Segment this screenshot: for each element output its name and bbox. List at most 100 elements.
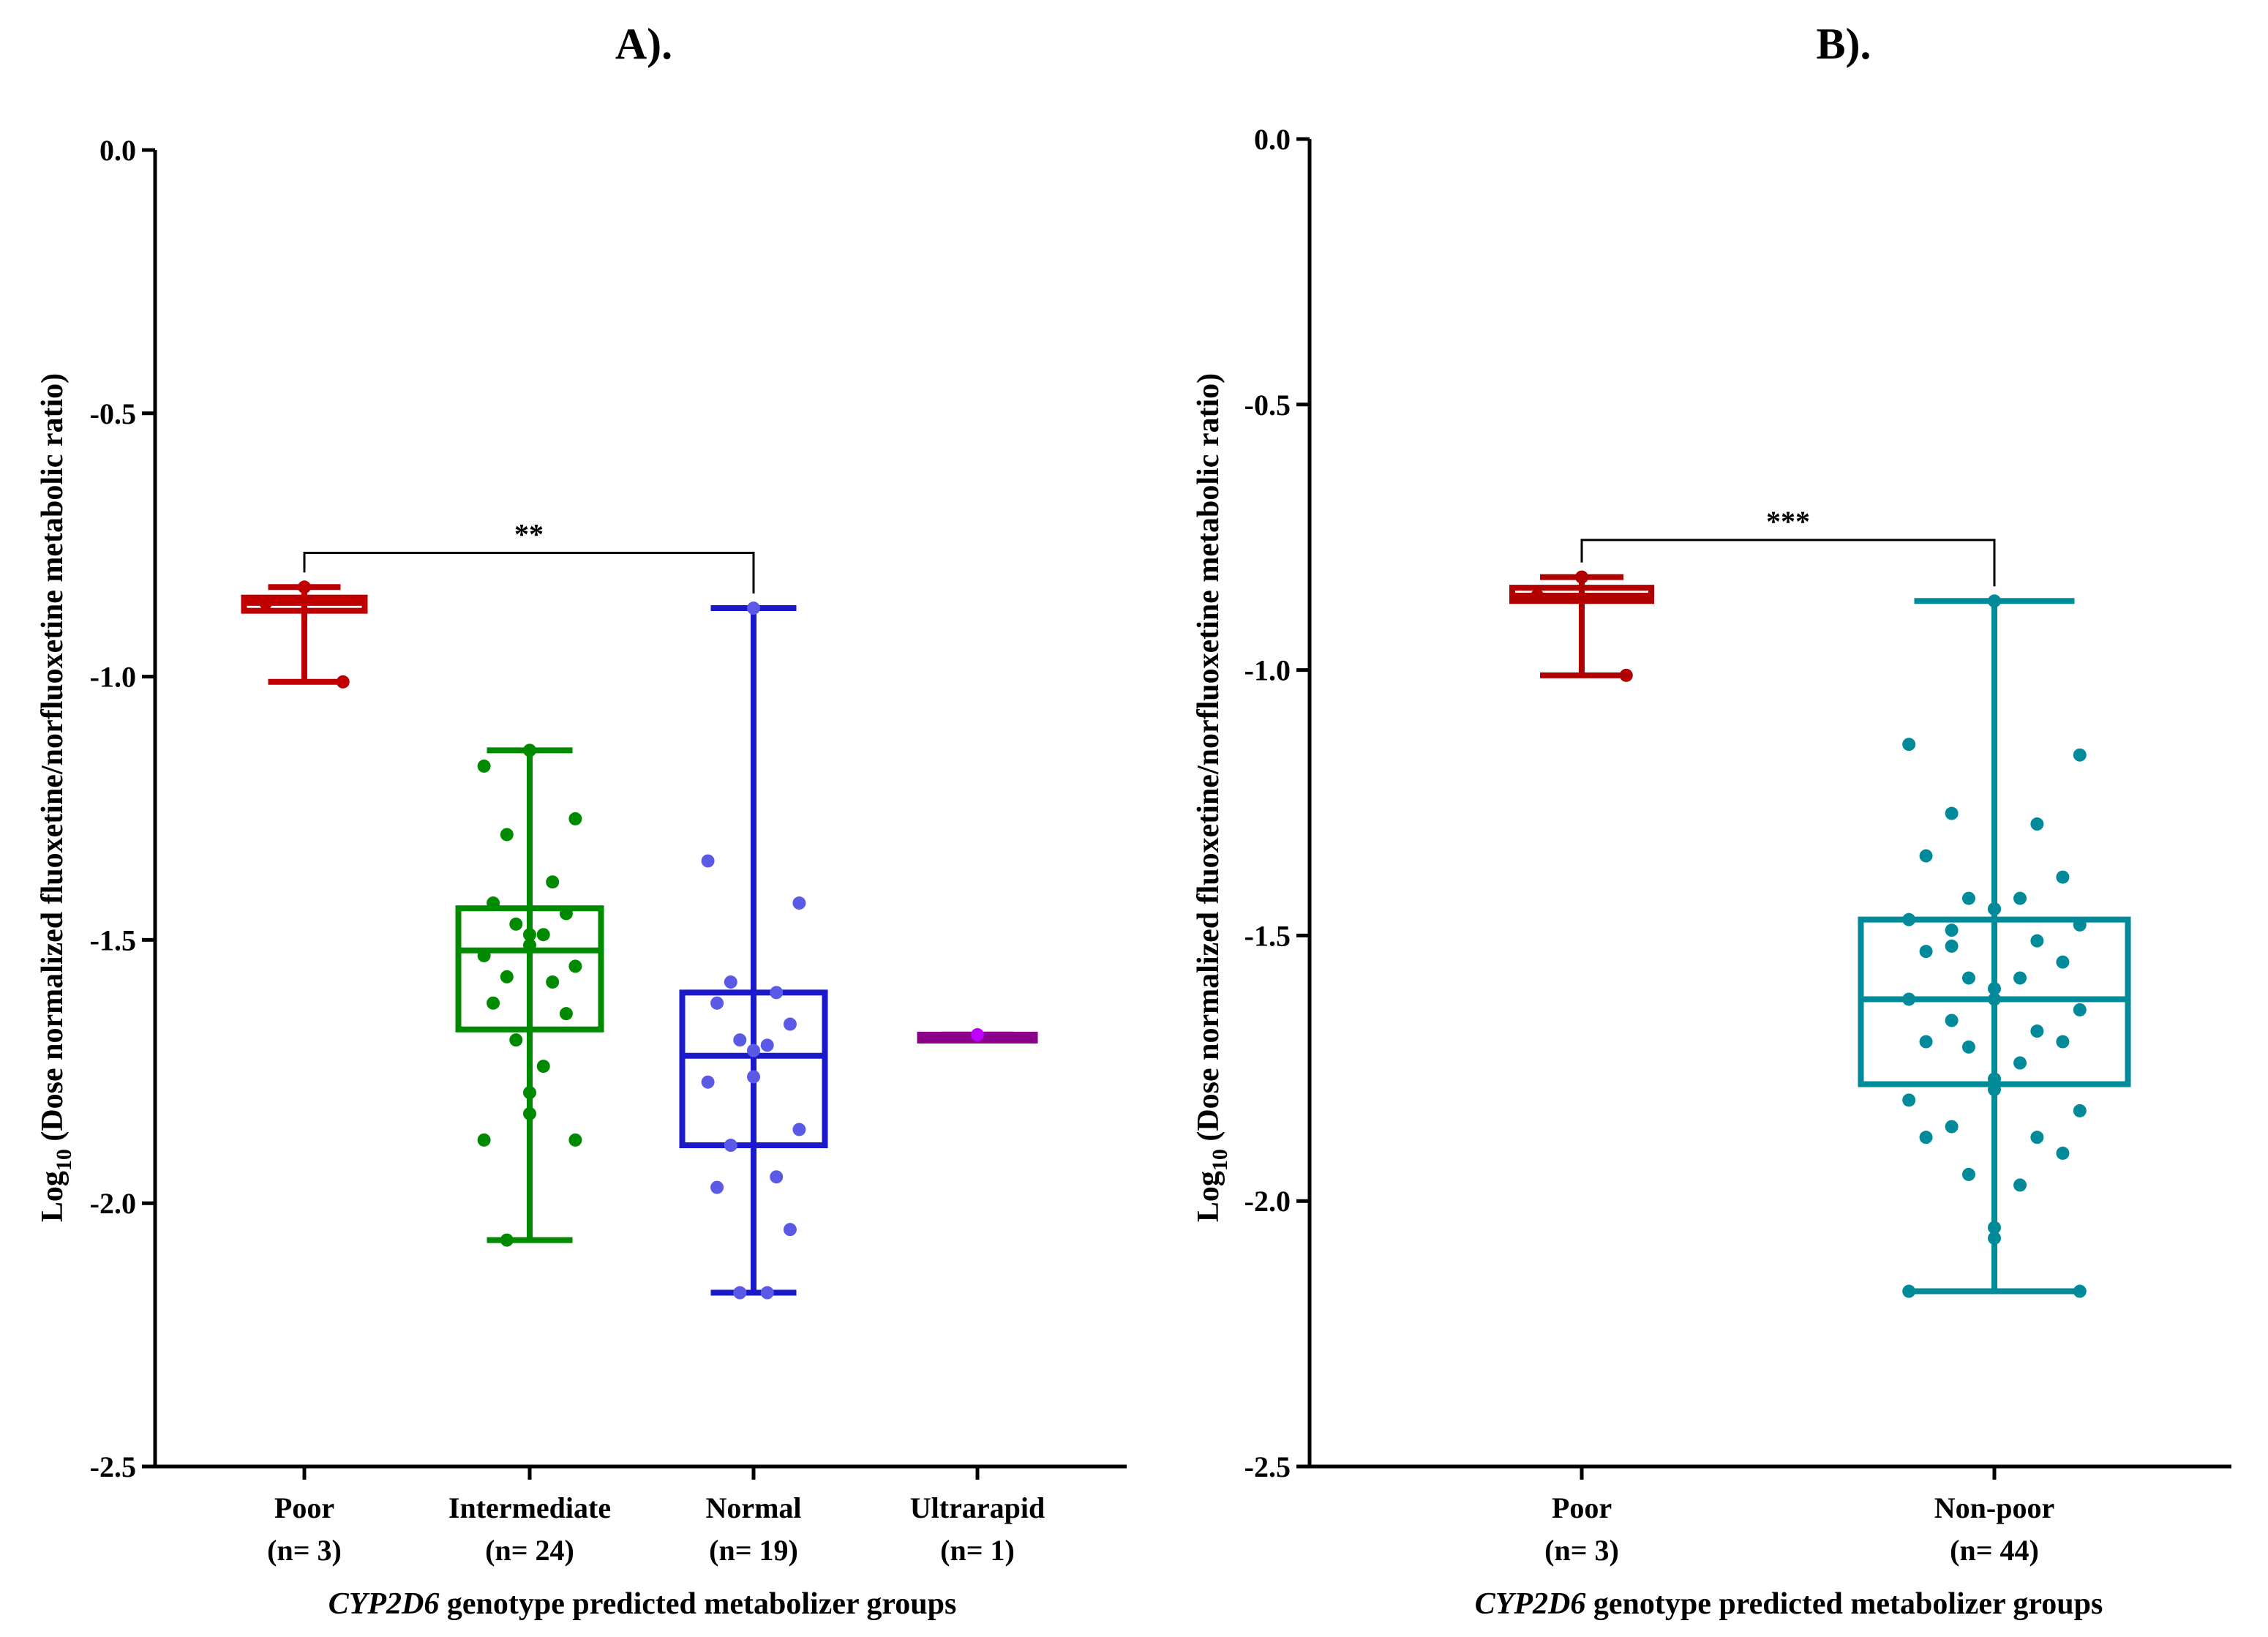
data-point [701,854,715,868]
y-tick-label: -0.5 [90,397,136,430]
x-category-label: Non-poor [1934,1491,2054,1524]
data-point [1961,1167,1975,1181]
data-point [523,938,536,952]
data-point [336,675,350,689]
box-iqr [679,989,828,1149]
data-point [500,970,514,984]
data-point [701,1075,715,1089]
data-point [1575,570,1588,584]
data-point [2056,1146,2070,1160]
box-group [917,1027,1038,1044]
data-point [559,1007,573,1021]
significance-label: *** [1766,505,1810,538]
data-point [724,1139,737,1153]
data-point [546,975,560,989]
data-point [2056,955,2070,969]
box-group [679,602,828,1300]
data-point [298,580,311,594]
data-point [1988,902,2001,916]
data-point [2013,1178,2027,1192]
data-point [2013,971,2027,985]
data-point [2030,1024,2044,1038]
data-point [1945,806,1959,820]
data-point [1619,668,1633,682]
data-point [487,996,500,1010]
data-point [487,896,500,910]
y-tick-label: -2.5 [1244,1450,1291,1483]
x-axis-label: CYP2D6 genotype predicted metabolizer gr… [1475,1587,2103,1621]
data-point [1945,1120,1959,1134]
data-point [1902,913,1916,926]
data-point [770,986,784,1000]
y-tick-label: -1.5 [90,924,136,956]
data-point [2030,934,2044,948]
data-point [1988,1231,2001,1245]
y-tick-label: 0.0 [1254,123,1291,156]
data-point [2056,1035,2070,1049]
y-tick-label: -2.0 [1244,1185,1291,1218]
x-category-label: Ultrarapid [910,1491,1045,1524]
data-point [1919,945,1933,959]
data-point [1919,849,1933,863]
data-point [783,1017,797,1031]
y-tick-label: 0.0 [99,134,136,167]
data-point [2056,870,2070,884]
box-group [1509,570,1654,682]
data-point [783,1223,797,1237]
y-axis-label: Log10 (Dose normalized fluoxetine/norflu… [36,373,76,1222]
y-tick-label: -1.5 [1244,919,1291,952]
data-point [1945,924,1959,937]
panel-title: A). [615,20,672,68]
data-point [760,1038,774,1052]
data-point [710,996,724,1010]
data-point [1902,1093,1916,1107]
data-point [1961,1040,1975,1054]
y-tick-label: -1.0 [90,661,136,694]
data-point [733,1286,747,1300]
x-category-count: (n= 44) [1950,1534,2039,1567]
y-axis-label: Log10 (Dose normalized fluoxetine/norflu… [1192,373,1232,1222]
panel-title: B). [1817,20,1871,68]
y-tick-label: -2.5 [90,1450,136,1483]
data-point [2030,817,2044,831]
data-point [2073,1003,2087,1016]
data-point [733,1033,747,1047]
data-point [760,1286,774,1300]
significance-bracket [1580,539,1996,587]
data-point [477,1133,491,1147]
data-point [1902,1284,1916,1298]
data-point [2013,1056,2027,1070]
significance-bracket [303,551,755,594]
data-point [536,928,550,942]
data-point [509,917,523,931]
x-category-count: (n= 19) [709,1534,798,1567]
x-category-label: Normal [705,1491,801,1524]
data-point [2073,748,2087,762]
data-point [1961,891,1975,905]
data-point [523,743,536,757]
y-tick-label: -1.0 [1244,654,1291,687]
data-point [1902,992,1916,1006]
data-point [259,596,273,610]
data-point [747,602,760,615]
data-point [792,896,806,910]
data-point [546,875,560,889]
data-point [792,1123,806,1136]
x-category-label: Poor [274,1491,334,1524]
box-group [241,580,368,689]
y-tick-label: -0.5 [1244,389,1291,422]
data-point [523,928,536,942]
data-point [2073,918,2087,932]
data-point [2073,1104,2087,1117]
box-group [455,743,604,1247]
data-point [770,1170,784,1184]
data-point [568,959,582,973]
x-category-count: (n= 3) [1544,1534,1619,1567]
data-point [2013,891,2027,905]
significance-label: ** [514,517,544,550]
x-category-count: (n= 24) [485,1534,574,1567]
box-iqr [455,905,604,1033]
data-point [1988,1082,2001,1096]
data-point [477,948,491,962]
